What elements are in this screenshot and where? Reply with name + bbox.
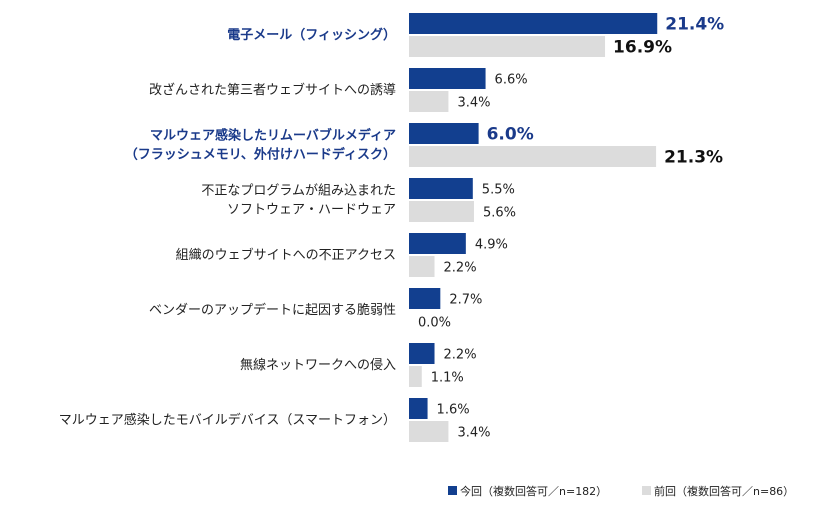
legend-label: 前回（複数回答可／n=86） [654, 484, 794, 498]
data-label: 5.6% [483, 206, 516, 221]
bar-previous [409, 36, 606, 57]
category-label: ベンダーのアップデートに起因する脆弱性 [149, 302, 396, 318]
data-label: 6.0% [487, 125, 534, 145]
data-label: 21.3% [664, 148, 723, 168]
bar-previous [409, 91, 449, 112]
bars [409, 13, 658, 442]
data-label: 3.4% [457, 96, 490, 111]
legend-swatch [448, 486, 457, 495]
bar-previous [409, 201, 474, 222]
category-label: 組織のウェブサイトへの不正アクセス [176, 247, 396, 263]
data-label: 5.5% [482, 183, 515, 198]
category-label: 電子メール（フィッシング） [227, 27, 396, 43]
bar-current [409, 178, 473, 199]
bar-previous [409, 366, 422, 387]
category-labels: 電子メール（フィッシング）改ざんされた第三者ウェブサイトへの誘導マルウェア感染し… [59, 27, 396, 428]
data-label: 2.2% [444, 261, 477, 276]
category-label: （フラッシュメモリ、外付けハードディスク） [125, 147, 396, 163]
bar-previous [409, 256, 435, 277]
data-label: 21.4% [665, 15, 724, 35]
data-label: 6.6% [495, 73, 528, 88]
category-label: マルウェア感染したリムーバブルメディア [150, 128, 396, 144]
data-label: 3.4% [457, 426, 490, 441]
category-label: ソフトウェア・ハードウェア [227, 203, 396, 218]
value-labels: 21.4% 16.9% 6.6% 3.4% 6.0% 21.3% 5.5% 5.6% 4.9% 2… [418, 15, 724, 441]
data-label: 2.2% [444, 348, 477, 363]
bar-current [409, 288, 441, 309]
category-label: 不正なプログラムが組み込まれた [201, 184, 396, 199]
bar-previous [409, 146, 657, 167]
data-label: 4.9% [475, 238, 508, 253]
data-label: 16.9% [613, 38, 672, 58]
legend: 今回（複数回答可／n=182） 前回（複数回答可／n=86） [448, 484, 794, 498]
bar-previous [409, 421, 449, 442]
category-label: 無線ネットワークへの侵入 [240, 357, 396, 373]
data-label: 0.0% [418, 316, 451, 331]
category-label: マルウェア感染したモバイルデバイス（スマートフォン） [59, 412, 396, 428]
data-label: 2.7% [449, 293, 482, 308]
data-label: 1.1% [431, 371, 464, 386]
bar-current [409, 123, 479, 144]
legend-label: 今回（複数回答可／n=182） [460, 484, 607, 498]
bar-current [409, 343, 435, 364]
data-label: 1.6% [437, 403, 470, 418]
bar-current [409, 398, 428, 419]
bar-current [409, 68, 486, 89]
bar-current [409, 233, 466, 254]
legend-swatch [642, 486, 651, 495]
bar-current [409, 13, 658, 34]
category-label: 改ざんされた第三者ウェブサイトへの誘導 [149, 82, 396, 98]
